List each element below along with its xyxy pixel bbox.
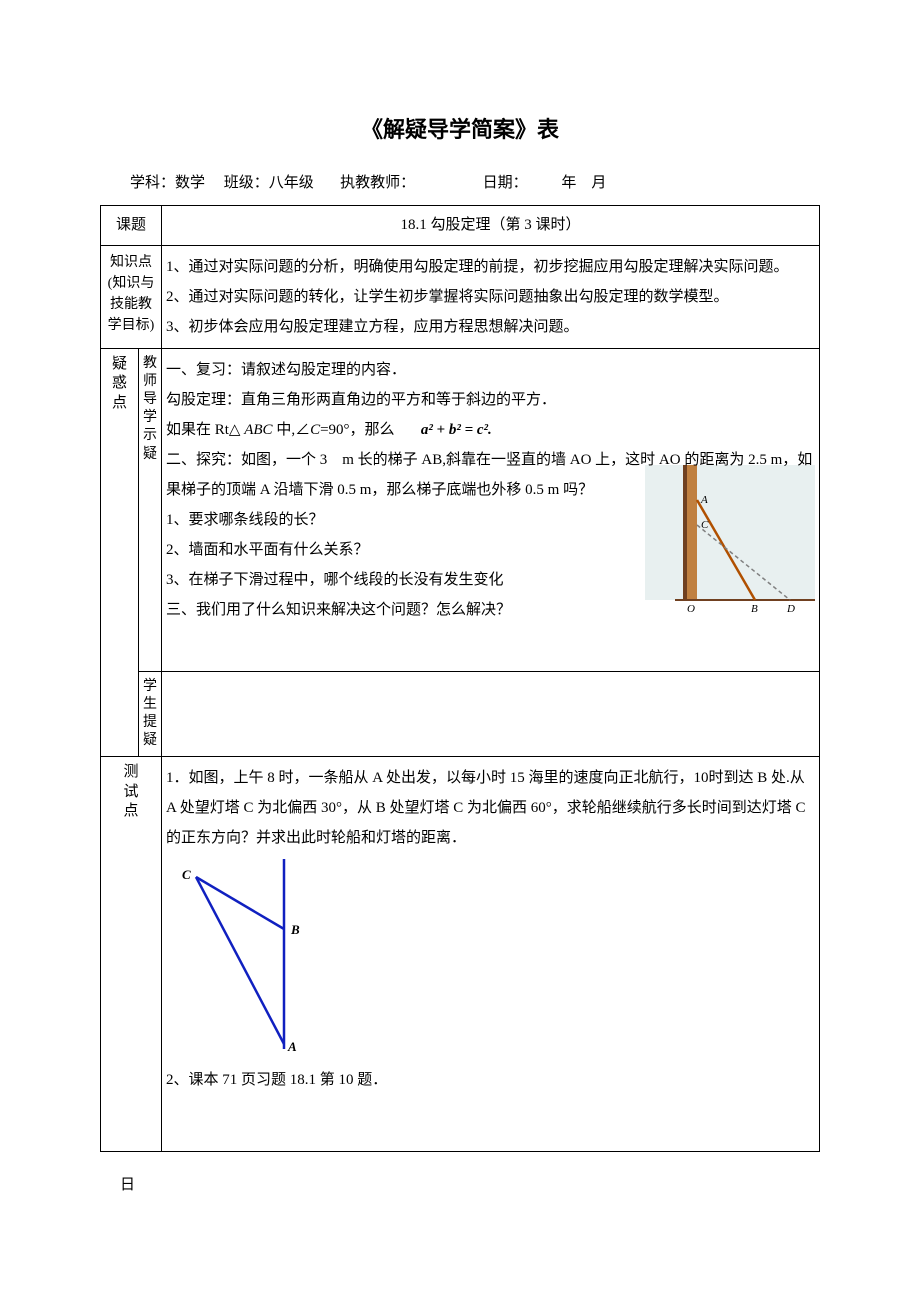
review-3d: C xyxy=(310,422,320,438)
svg-text:B: B xyxy=(290,922,300,937)
subject-value: 数学 xyxy=(175,175,205,191)
date-label: 日期： xyxy=(483,175,528,191)
footer-char: 日 xyxy=(120,1172,820,1199)
sq-char-3: 提 xyxy=(143,714,157,732)
topic-label-cell: 课题 xyxy=(101,205,162,245)
tg-char-3: 导 xyxy=(143,391,157,409)
tg-char-6: 疑 xyxy=(143,446,157,464)
svg-text:A: A xyxy=(700,494,708,506)
svg-text:C: C xyxy=(701,519,709,531)
sq-char-2: 生 xyxy=(143,696,157,714)
doubt-char-2: 惑 xyxy=(105,374,134,394)
tg-char-4: 学 xyxy=(143,409,157,427)
sq-char-1: 学 xyxy=(143,678,157,696)
class-value: 八年级 xyxy=(269,175,314,191)
svg-text:D: D xyxy=(786,603,795,615)
test-label-cell: 测 试 点 xyxy=(101,757,162,1152)
knowledge-label-cell: 知识点 (知识与 技能教 学目标) xyxy=(101,245,162,348)
meta-row: 学科：数学 班级：八年级 执教教师： 日期： 年 月 xyxy=(130,170,820,197)
knowledge-item-2: 2、通过对实际问题的转化，让学生初步掌握将实际问题抽象出勾股定理的数学模型。 xyxy=(166,282,815,312)
pythagorean-formula: a² + b² = c². xyxy=(421,422,492,438)
topic-label: 课题 xyxy=(116,217,146,233)
date-suffix: 年 月 xyxy=(561,175,606,191)
doubt-char-1: 疑 xyxy=(105,355,134,375)
review-line-2: 勾股定理：直角三角形两直角边的平方和等于斜边的平方． xyxy=(166,385,815,415)
svg-text:O: O xyxy=(687,603,695,615)
tg-char-2: 师 xyxy=(143,373,157,391)
topic-value: 18.1 勾股定理（第 3 课时） xyxy=(400,217,580,233)
review-line-3: 如果在 Rt△ ABC 中,∠C=90°，那么 a² + b² = c². xyxy=(166,415,815,445)
student-question-label-cell: 学 生 提 疑 xyxy=(139,671,162,757)
topic-value-cell: 18.1 勾股定理（第 3 课时） xyxy=(162,205,820,245)
test-char-3: 点 xyxy=(105,802,157,822)
lesson-plan-table: 课题 18.1 勾股定理（第 3 课时） 知识点 (知识与 技能教 学目标) 1… xyxy=(100,205,820,1153)
teacher-label: 执教教师： xyxy=(340,175,415,191)
review-line-1: 一、复习：请叙述勾股定理的内容． xyxy=(166,355,815,385)
svg-text:C: C xyxy=(182,867,191,882)
triangle-diagram: C B A xyxy=(176,859,336,1059)
doubt-char-3: 点 xyxy=(105,394,134,414)
test-char-1: 测 xyxy=(105,763,157,783)
svg-text:B: B xyxy=(751,603,758,615)
tg-char-5: 示 xyxy=(143,427,157,445)
test-char-2: 试 xyxy=(105,783,157,803)
knowledge-label-l2: (知识与 xyxy=(105,273,157,294)
knowledge-item-3: 3、初步体会应用勾股定理建立方程，应用方程思想解决问题。 xyxy=(166,312,815,342)
review-3e: =90°，那么 xyxy=(320,422,394,438)
knowledge-label-l1: 知识点 xyxy=(105,252,157,273)
sq-char-4: 疑 xyxy=(143,732,157,750)
doubt-label-cell: 疑 惑 点 xyxy=(101,348,139,757)
test-item-1: 1．如图，上午 8 时，一条船从 A 处出发，以每小时 15 海里的速度向正北航… xyxy=(166,763,815,853)
student-question-content-cell xyxy=(162,671,820,757)
knowledge-label-l4: 学目标) xyxy=(105,315,157,336)
knowledge-label-l3: 技能教 xyxy=(105,294,157,315)
ladder-diagram: A C O B D xyxy=(645,465,815,615)
document-title: 《解疑导学简案》表 xyxy=(100,110,820,150)
review-3a: 如果在 Rt△ xyxy=(166,422,244,438)
review-3c: 中,∠ xyxy=(273,422,311,438)
tg-char-1: 教 xyxy=(143,355,157,373)
svg-text:A: A xyxy=(287,1039,297,1054)
test-item-2: 2、课本 71 页习题 18.1 第 10 题． xyxy=(166,1065,815,1095)
knowledge-content-cell: 1、通过对实际问题的分析，明确使用勾股定理的前提，初步挖掘应用勾股定理解决实际问… xyxy=(162,245,820,348)
test-content-cell: 1．如图，上午 8 时，一条船从 A 处出发，以每小时 15 海里的速度向正北航… xyxy=(162,757,820,1152)
teacher-guide-content-cell: 一、复习：请叙述勾股定理的内容． 勾股定理：直角三角形两直角边的平方和等于斜边的… xyxy=(162,348,820,671)
teacher-guide-label-cell: 教 师 导 学 示 疑 xyxy=(139,348,162,671)
subject-label: 学科： xyxy=(130,175,175,191)
review-3b: ABC xyxy=(244,422,272,438)
class-label: 班级： xyxy=(224,175,269,191)
knowledge-item-1: 1、通过对实际问题的分析，明确使用勾股定理的前提，初步挖掘应用勾股定理解决实际问… xyxy=(166,252,815,282)
